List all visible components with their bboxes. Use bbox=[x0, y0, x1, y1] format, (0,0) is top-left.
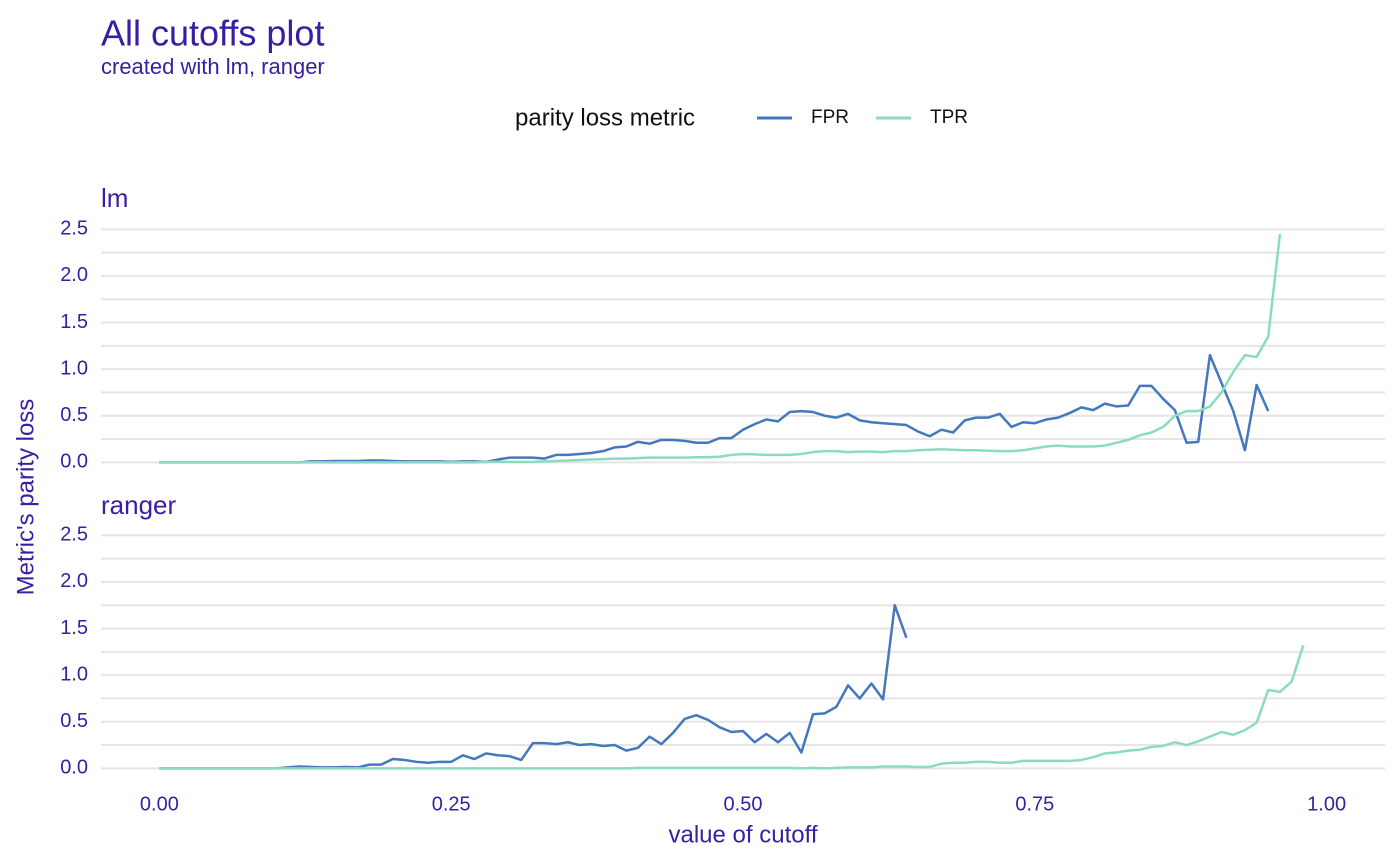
legend-label: TPR bbox=[930, 107, 968, 128]
x-tick-label: 1.00 bbox=[1307, 793, 1346, 815]
y-tick-label: 0.5 bbox=[60, 710, 88, 732]
y-tick-label: 0.5 bbox=[60, 404, 88, 426]
x-tick-label: 0.50 bbox=[724, 793, 763, 815]
legend-label: FPR bbox=[811, 107, 849, 128]
y-axis-label: Metric's parity loss bbox=[12, 399, 39, 596]
x-axis-label: value of cutoff bbox=[669, 821, 818, 848]
y-tick-label: 2.0 bbox=[60, 570, 88, 592]
y-tick-label: 0.0 bbox=[60, 451, 88, 473]
x-tick-label: 0.75 bbox=[1015, 793, 1054, 815]
y-tick-label: 1.5 bbox=[60, 617, 88, 639]
y-tick-label: 2.5 bbox=[60, 524, 88, 546]
x-tick-label: 0.00 bbox=[140, 793, 179, 815]
y-tick-label: 2.5 bbox=[60, 218, 88, 240]
facet-title: lm bbox=[101, 183, 128, 213]
y-tick-label: 2.0 bbox=[60, 264, 88, 286]
series-line bbox=[159, 603, 908, 770]
y-tick-label: 0.0 bbox=[60, 757, 88, 779]
legend-title: parity loss metric bbox=[515, 104, 695, 131]
chart-title: All cutoffs plot bbox=[101, 13, 324, 54]
y-tick-label: 1.5 bbox=[60, 311, 88, 333]
series-line bbox=[159, 233, 1282, 464]
series-line bbox=[159, 644, 1305, 770]
series-line bbox=[159, 353, 1270, 464]
facet-title: ranger bbox=[101, 490, 176, 520]
y-tick-label: 1.0 bbox=[60, 663, 88, 685]
y-tick-label: 1.0 bbox=[60, 357, 88, 379]
x-tick-label: 0.25 bbox=[432, 793, 471, 815]
chart-subtitle: created with lm, ranger bbox=[101, 54, 325, 79]
